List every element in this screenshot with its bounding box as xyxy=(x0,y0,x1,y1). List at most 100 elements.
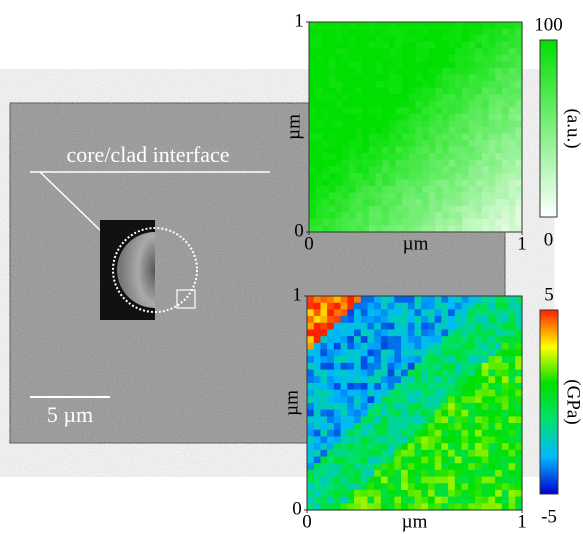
map-cell xyxy=(314,403,321,410)
map-cell xyxy=(415,430,422,437)
x-tick-label: 1 xyxy=(517,511,527,532)
map-cell xyxy=(349,134,356,141)
map-cell xyxy=(349,94,356,101)
map-cell xyxy=(462,457,469,464)
map-cell xyxy=(462,323,469,330)
map-cell xyxy=(374,329,381,336)
map-cell xyxy=(362,81,369,88)
map-cell xyxy=(336,186,343,193)
map-cell xyxy=(316,61,323,68)
map-cell xyxy=(455,303,462,310)
map-cell xyxy=(462,390,469,397)
map-cell xyxy=(482,343,489,350)
map-cell xyxy=(409,186,416,193)
map-cell xyxy=(329,114,336,121)
map-cell xyxy=(455,107,462,114)
map-cell xyxy=(376,107,383,114)
map-cell xyxy=(469,134,476,141)
map-cell xyxy=(442,160,449,167)
map-cell xyxy=(347,457,354,464)
map-cell xyxy=(435,343,442,350)
map-cell xyxy=(455,410,462,417)
map-cell xyxy=(320,423,327,430)
map-cell xyxy=(416,81,423,88)
map-cell xyxy=(367,329,374,336)
map-cell xyxy=(376,75,383,82)
map-cell xyxy=(401,396,408,403)
map-cell xyxy=(502,35,509,42)
map-cell xyxy=(428,450,435,457)
map-cell xyxy=(442,173,449,180)
map-cell xyxy=(468,370,475,377)
map-cell xyxy=(367,363,374,370)
map-cell xyxy=(322,127,329,134)
map-cell xyxy=(421,356,428,363)
map-cell xyxy=(448,329,455,336)
map-cell xyxy=(441,383,448,390)
map-cell xyxy=(428,463,435,470)
map-cell xyxy=(382,166,389,173)
map-cell xyxy=(495,497,502,504)
map-cell xyxy=(455,94,462,101)
map-cell xyxy=(382,147,389,154)
map-cell xyxy=(442,88,449,95)
map-cell xyxy=(421,477,428,484)
map-cell xyxy=(482,403,489,410)
map-cell xyxy=(442,22,449,29)
map-cell xyxy=(342,61,349,68)
map-cell xyxy=(402,212,409,219)
map-cell xyxy=(309,101,316,108)
map-cell xyxy=(469,101,476,108)
map-cell xyxy=(382,134,389,141)
map-cell xyxy=(428,390,435,397)
map-cell xyxy=(468,470,475,477)
map-cell xyxy=(441,443,448,450)
map-cell xyxy=(428,376,435,383)
map-cell xyxy=(349,101,356,108)
map-cell xyxy=(361,329,368,336)
map-cell xyxy=(369,160,376,167)
map-cell xyxy=(327,370,334,377)
map-cell xyxy=(394,490,401,497)
map-cell xyxy=(421,363,428,370)
map-cell xyxy=(401,390,408,397)
map-cell xyxy=(341,343,348,350)
map-cell xyxy=(347,497,354,504)
map-cell xyxy=(367,483,374,490)
map-cell xyxy=(416,61,423,68)
map-cell xyxy=(442,114,449,121)
map-cell xyxy=(334,403,341,410)
map-cell xyxy=(322,199,329,206)
map-cell xyxy=(361,343,368,350)
map-cell xyxy=(428,296,435,303)
map-cell xyxy=(416,48,423,55)
map-cell xyxy=(320,370,327,377)
map-cell xyxy=(488,383,495,390)
map-cell xyxy=(455,35,462,42)
map-cell xyxy=(435,336,442,343)
map-cell xyxy=(455,81,462,88)
map-cell xyxy=(316,134,323,141)
map-cell xyxy=(341,450,348,457)
map-cell xyxy=(389,212,396,219)
map-cell xyxy=(475,29,482,36)
map-cell xyxy=(495,343,502,350)
map-cell xyxy=(354,490,361,497)
map-cell xyxy=(389,68,396,75)
map-cell xyxy=(408,410,415,417)
map-cell xyxy=(509,329,516,336)
map-cell xyxy=(336,120,343,127)
map-cell xyxy=(442,212,449,219)
map-cell xyxy=(309,153,316,160)
map-cell xyxy=(361,450,368,457)
map-cell xyxy=(509,470,516,477)
map-cell xyxy=(509,296,516,303)
map-cell xyxy=(455,383,462,390)
map-cell xyxy=(376,134,383,141)
map-cell xyxy=(329,180,336,187)
map-cell xyxy=(396,199,403,206)
map-cell xyxy=(356,55,363,62)
map-cell xyxy=(509,457,516,464)
map-cell xyxy=(307,403,314,410)
map-cell xyxy=(316,29,323,36)
